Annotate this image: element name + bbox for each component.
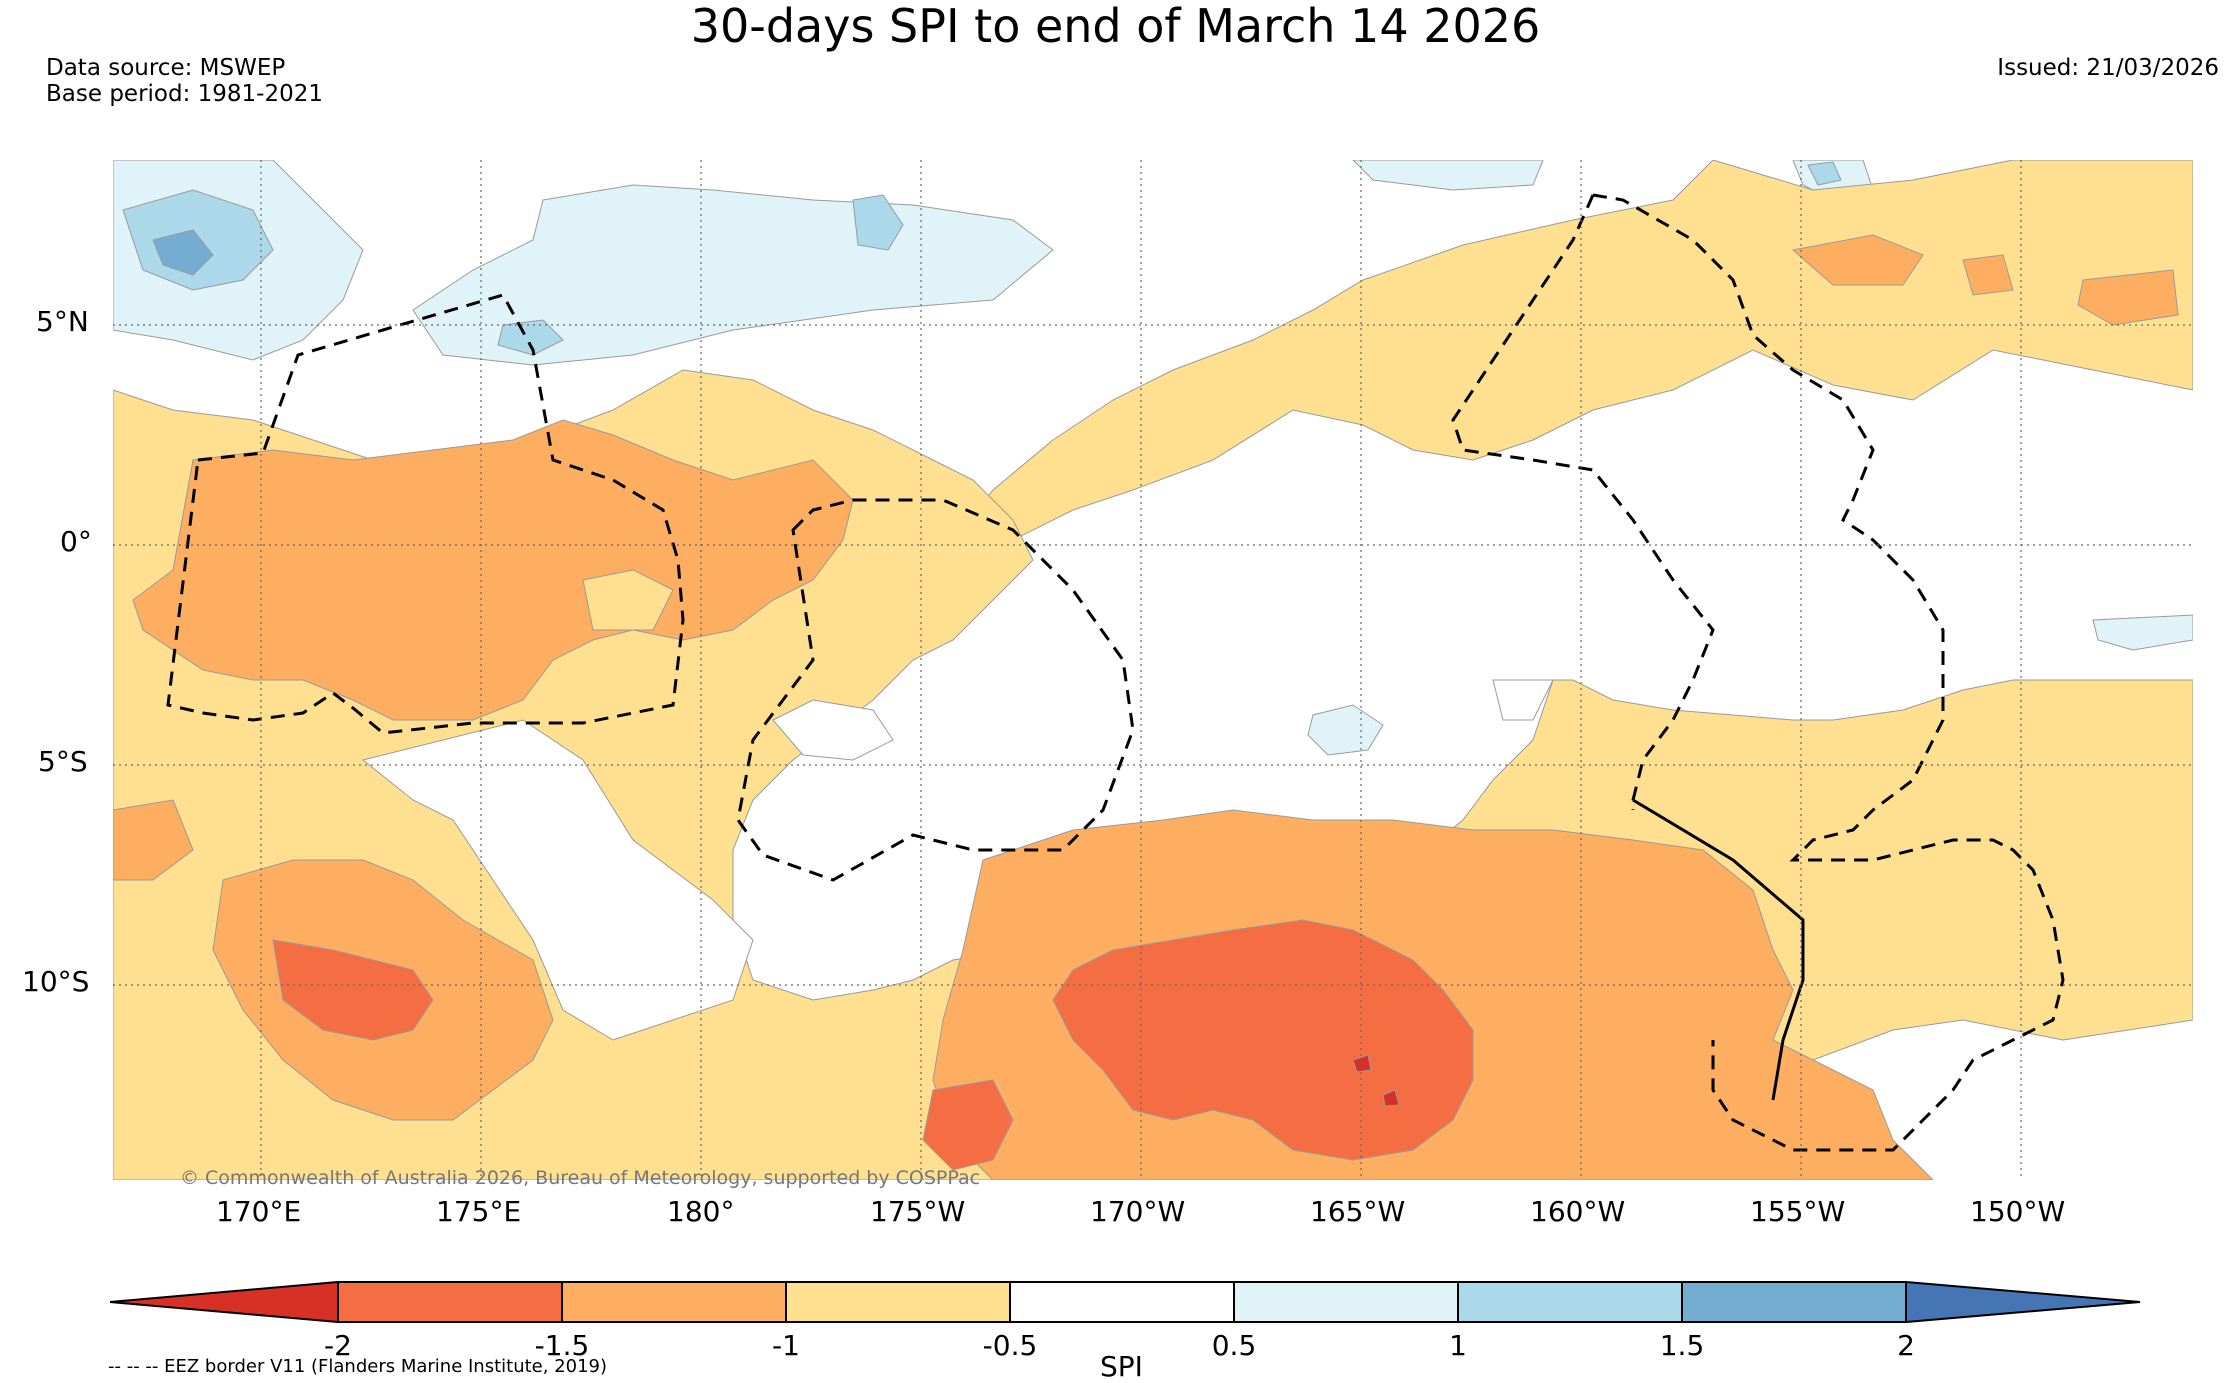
lon-label-175e: 175°E	[436, 1195, 522, 1228]
normal-hole-3	[772, 699, 894, 761]
cb-tick-1: 1	[1449, 1329, 1467, 1362]
data-source: Data source: MSWEP	[46, 55, 286, 81]
cb-moderately-wet	[1234, 1282, 1458, 1322]
lon-label-170w: 170°W	[1090, 1195, 1186, 1228]
base-period: Base period: 1981-2021	[46, 81, 324, 107]
extreme-dry-spot-2	[1382, 1089, 1400, 1107]
lon-label-180: 180°	[667, 1195, 735, 1228]
normal-hole-5	[582, 569, 674, 631]
cb-tick-0-5: 0.5	[1211, 1329, 1257, 1362]
cb-tick-neg0-5: -0.5	[982, 1329, 1038, 1362]
wet-region-ne	[1352, 160, 1544, 191]
wet-core-n	[852, 194, 904, 251]
eez-phoenix	[736, 498, 1135, 882]
wet-region-central	[1307, 704, 1384, 756]
issued-date: Issued: 21/03/2026	[1997, 55, 2219, 81]
dry-core-ne	[1791, 234, 1924, 286]
graticule	[113, 160, 2193, 1180]
cb-dry	[562, 1282, 786, 1322]
cb-tick-neg1-5: -1.5	[534, 1329, 590, 1362]
eez-line-islands	[1592, 193, 2065, 1152]
eez-solid-border	[1632, 798, 1805, 1101]
wet-core-ne	[1807, 161, 1842, 186]
eez-line-islands-west	[1451, 194, 1715, 810]
dry-core-west	[132, 419, 854, 721]
wet-core-n-2	[497, 319, 564, 356]
spi-map	[113, 160, 2193, 1180]
extreme-dry-spot	[1352, 1054, 1372, 1073]
cb-extreme-wet	[1905, 1280, 2141, 1324]
cb-normal	[1010, 1282, 1234, 1322]
eez-borders	[166, 193, 2065, 1152]
cb-moderately-dry	[786, 1282, 1010, 1322]
copyright-notice: © Commonwealth of Australia 2026, Bureau…	[180, 1167, 981, 1189]
cb-tick-2: 2	[1897, 1329, 1915, 1362]
cb-wet	[1458, 1282, 1682, 1322]
very-dry-core-s	[1052, 919, 1474, 1161]
colorbar-label: SPI	[1100, 1350, 1143, 1383]
lon-label-160w: 160°W	[1530, 1195, 1626, 1228]
lat-label-10s: 10°S	[22, 965, 90, 998]
cb-extreme-dry	[110, 1280, 339, 1324]
cb-very-wet	[1682, 1282, 1906, 1322]
normal-hole-4	[1492, 679, 1554, 721]
cb-tick-neg1: -1	[772, 1329, 800, 1362]
normal-hole-1	[361, 719, 754, 1041]
very-dry-core-sw	[272, 939, 434, 1041]
map-title: 30-days SPI to end of March 14 2026	[690, 0, 1541, 53]
cb-tick-neg2: -2	[324, 1329, 352, 1362]
cb-tick-1-5: 1.5	[1659, 1329, 1705, 1362]
lon-label-150w: 150°W	[1970, 1195, 2066, 1228]
lat-label-5s: 5°S	[38, 745, 88, 778]
dry-region-west-edge	[113, 799, 194, 881]
cb-very-dry	[338, 1282, 562, 1322]
lon-label-170e: 170°E	[216, 1195, 302, 1228]
lon-label-175w: 175°W	[870, 1195, 966, 1228]
lat-label-0: 0°	[60, 525, 92, 558]
very-dry-core-s-2	[922, 1079, 1014, 1171]
dry-core-ne-3	[2077, 269, 2179, 326]
eez-tuvalu-kiribati	[166, 293, 685, 735]
wet-core-nw-2	[152, 229, 214, 276]
wet-region-e	[2092, 614, 2193, 651]
lon-label-155w: 155°W	[1750, 1195, 1846, 1228]
colorbar	[110, 1280, 2141, 1324]
dry-core-ne-2	[1962, 254, 2014, 296]
eez-legend-note: -- -- -- EEZ border V11 (Flanders Marine…	[108, 1356, 608, 1377]
lon-label-165w: 165°W	[1310, 1195, 1406, 1228]
lat-label-5n: 5°N	[36, 305, 89, 338]
